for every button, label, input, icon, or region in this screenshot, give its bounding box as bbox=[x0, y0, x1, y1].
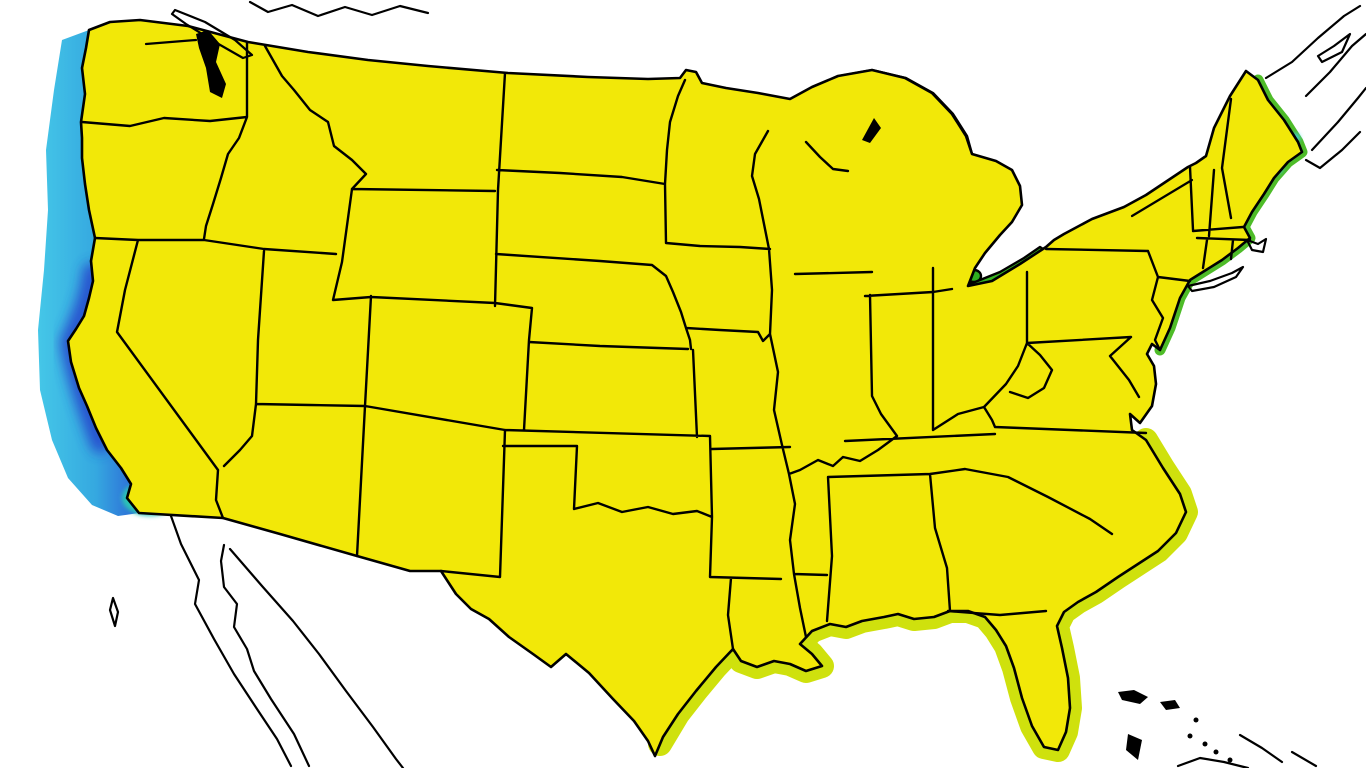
nova-scotia-outline bbox=[1304, 86, 1366, 170]
long-island-outline bbox=[1186, 265, 1245, 293]
bahamas-islet bbox=[1193, 717, 1199, 723]
filled-black-features bbox=[196, 30, 1233, 763]
bahamas-islet bbox=[1202, 741, 1208, 747]
cuba-coast-outline bbox=[1176, 733, 1318, 768]
state-boundaries bbox=[80, 40, 1252, 651]
bahamas-andros-outline bbox=[1126, 734, 1142, 760]
british-columbia-coast-outline bbox=[248, 0, 430, 18]
puget-sound-waterways bbox=[196, 30, 226, 98]
us-coastline-outline bbox=[66, 18, 1304, 758]
bahamas-islet bbox=[1227, 757, 1233, 763]
new-brunswick-coast-outline bbox=[1264, 4, 1362, 80]
bahamas-islet bbox=[1213, 749, 1219, 755]
cedros-island-outline bbox=[108, 596, 120, 628]
neighboring-coastline-outlines bbox=[108, 0, 1366, 768]
prince-edward-island-outline bbox=[1316, 32, 1352, 64]
cape-cod-outline bbox=[1245, 237, 1268, 254]
strait-of-juan-de-fuca-line bbox=[144, 38, 198, 46]
baja-california-gulf-coast-outline bbox=[219, 543, 311, 768]
baja-california-outer-coast-outline bbox=[169, 514, 293, 768]
bahamas-islet bbox=[1187, 733, 1193, 739]
keweenaw-peninsula bbox=[862, 118, 881, 143]
bahamas-grand-bahama-outline bbox=[1118, 690, 1148, 704]
vancouver-island-outline bbox=[170, 8, 254, 60]
gulf-of-st-lawrence-outline bbox=[1304, 32, 1366, 98]
bahamas-abaco-outline bbox=[1160, 700, 1180, 710]
st-lawrence-river-outline bbox=[1130, 178, 1194, 218]
sonora-coast-outline bbox=[228, 547, 405, 768]
